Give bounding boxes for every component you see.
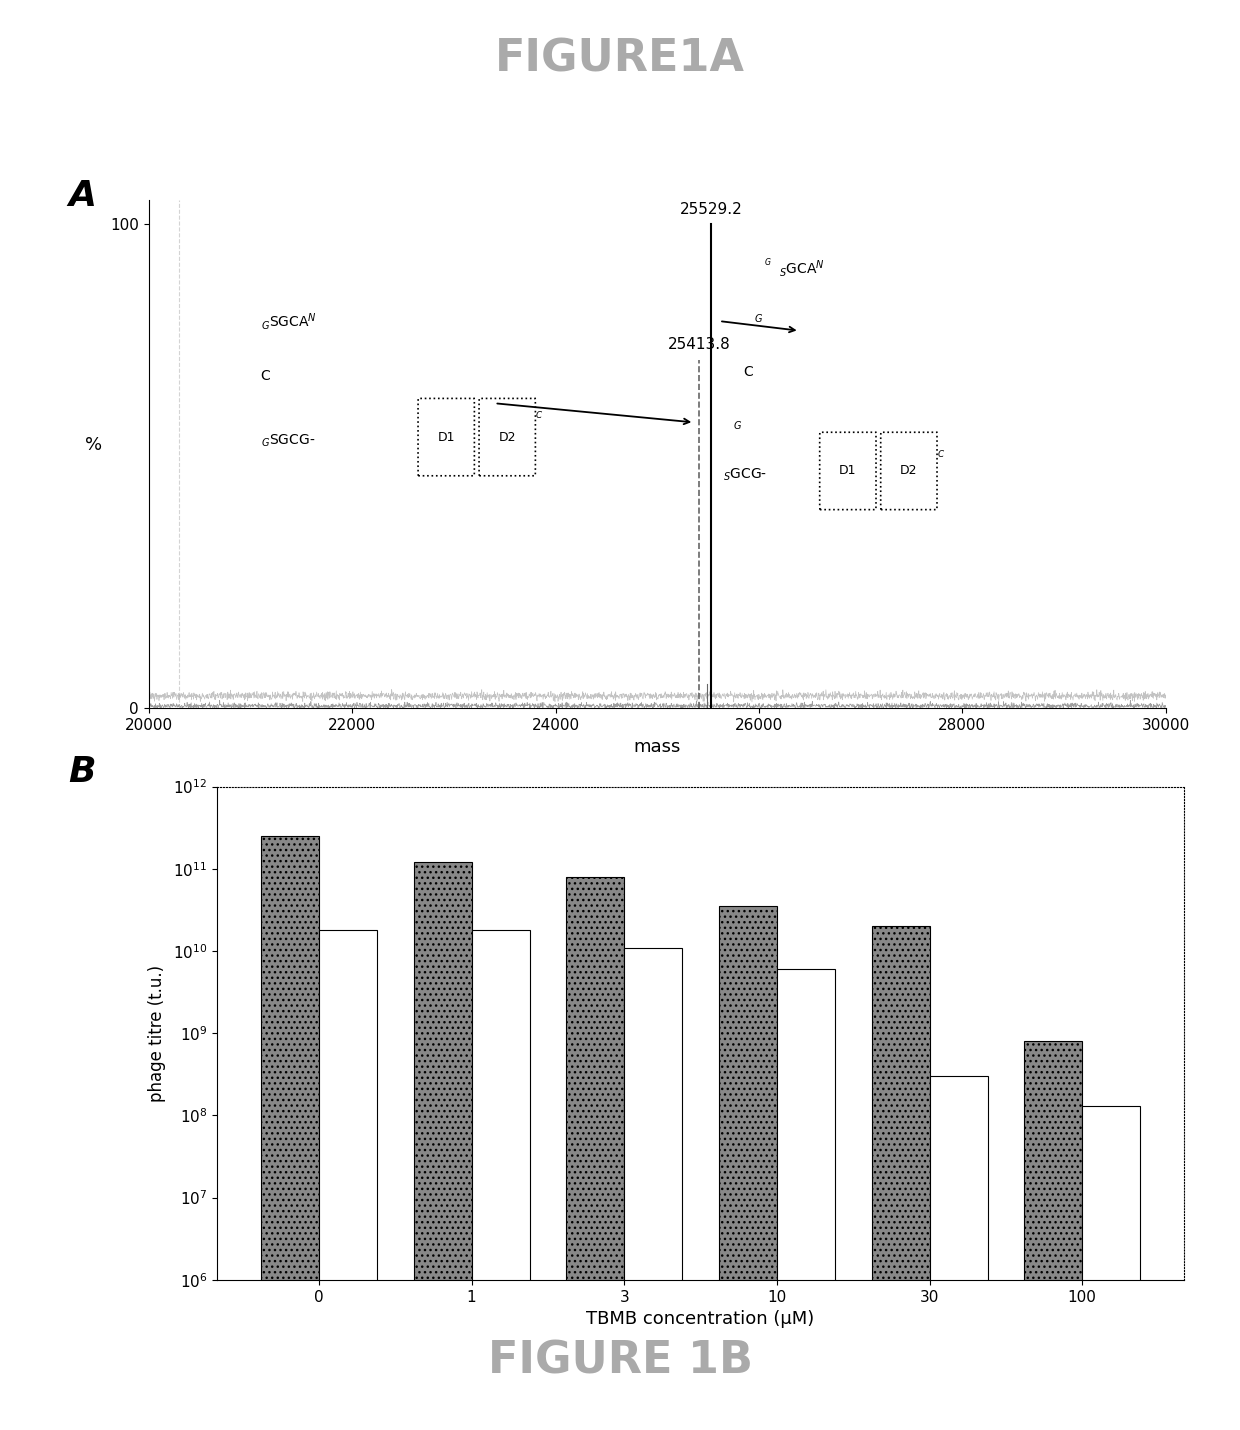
Bar [777, 970, 835, 1430]
Bar [624, 948, 682, 1430]
Bar [471, 930, 529, 1430]
Bar [872, 927, 930, 1430]
Bar [1083, 1105, 1141, 1430]
Y-axis label: phage titre (t.u.): phage titre (t.u.) [148, 965, 166, 1101]
Bar [719, 907, 777, 1430]
Text: C: C [744, 365, 754, 379]
FancyBboxPatch shape [820, 432, 875, 509]
Text: D2: D2 [498, 430, 516, 443]
Text: $_S$GCG-: $_S$GCG- [723, 466, 768, 482]
Text: B: B [68, 755, 95, 789]
Bar [260, 837, 319, 1430]
Text: D1: D1 [438, 430, 455, 443]
FancyBboxPatch shape [418, 399, 475, 476]
Text: 25529.2: 25529.2 [680, 202, 743, 217]
Text: $^G$: $^G$ [764, 259, 771, 269]
FancyBboxPatch shape [880, 432, 937, 509]
Text: A: A [68, 179, 97, 213]
Text: $_G$SGCG-: $_G$SGCG- [260, 432, 315, 449]
Y-axis label: %: % [86, 436, 102, 455]
Bar [414, 862, 471, 1430]
Text: $_G$: $_G$ [754, 312, 763, 326]
Text: $^C$: $^C$ [536, 412, 543, 425]
X-axis label: mass: mass [634, 738, 681, 756]
Text: D2: D2 [900, 465, 918, 478]
Text: $_G$: $_G$ [734, 418, 743, 432]
Text: FIGURE1A: FIGURE1A [495, 37, 745, 80]
Bar [567, 877, 624, 1430]
Text: $^C$: $^C$ [937, 450, 945, 463]
FancyBboxPatch shape [479, 399, 536, 476]
Text: FIGURE 1B: FIGURE 1B [487, 1340, 753, 1383]
Text: $_G$SGCA$^N$: $_G$SGCA$^N$ [260, 312, 316, 332]
Text: D1: D1 [839, 465, 857, 478]
X-axis label: TBMB concentration (μM): TBMB concentration (μM) [587, 1310, 815, 1328]
Text: C: C [260, 369, 270, 383]
Bar [1024, 1041, 1083, 1430]
Bar [930, 1077, 987, 1430]
Text: $_S$GCA$^N$: $_S$GCA$^N$ [779, 259, 825, 279]
Text: 25413.8: 25413.8 [668, 337, 730, 352]
Bar [319, 930, 377, 1430]
